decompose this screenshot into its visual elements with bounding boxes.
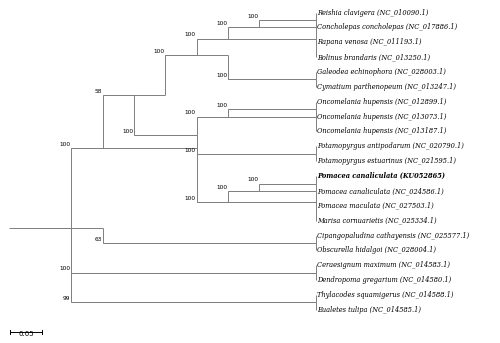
Text: 100: 100 bbox=[184, 196, 196, 201]
Text: Concholepas concholepas (NC_017886.1): Concholepas concholepas (NC_017886.1) bbox=[316, 23, 457, 32]
Text: 100: 100 bbox=[216, 73, 227, 78]
Text: Eualetes tulipa (NC_014585.1): Eualetes tulipa (NC_014585.1) bbox=[316, 306, 420, 314]
Text: Reishia clavigera (NC_010090.1): Reishia clavigera (NC_010090.1) bbox=[316, 9, 428, 16]
Text: 100: 100 bbox=[216, 103, 227, 108]
Text: 100: 100 bbox=[184, 110, 196, 116]
Text: 100: 100 bbox=[184, 147, 196, 153]
Text: 100: 100 bbox=[60, 142, 70, 147]
Text: 58: 58 bbox=[94, 89, 102, 94]
Text: Ceraesignum maximum (NC_014583.1): Ceraesignum maximum (NC_014583.1) bbox=[316, 261, 450, 269]
Text: 99: 99 bbox=[63, 296, 70, 301]
Text: Potamopyrgus estuarinus (NC_021595.1): Potamopyrgus estuarinus (NC_021595.1) bbox=[316, 157, 456, 165]
Text: Dendropoma gregarium (NC_014580.1): Dendropoma gregarium (NC_014580.1) bbox=[316, 276, 451, 284]
Text: 63: 63 bbox=[94, 237, 102, 242]
Text: 100: 100 bbox=[248, 177, 258, 182]
Text: 100: 100 bbox=[154, 49, 164, 54]
Text: 100: 100 bbox=[184, 32, 196, 37]
Text: Oncomelania hupensis (NC_012899.1): Oncomelania hupensis (NC_012899.1) bbox=[316, 98, 446, 106]
Text: Marisa cornuarietis (NC_025334.1): Marisa cornuarietis (NC_025334.1) bbox=[316, 217, 436, 225]
Text: 100: 100 bbox=[216, 185, 227, 190]
Text: Cipangopaludina cathayensis (NC_025577.1): Cipangopaludina cathayensis (NC_025577.1… bbox=[316, 232, 469, 239]
Text: 100: 100 bbox=[216, 21, 227, 26]
Text: Obscurella hidalgoi (NC_028004.1): Obscurella hidalgoi (NC_028004.1) bbox=[316, 246, 436, 255]
Text: 100: 100 bbox=[248, 14, 258, 19]
Text: Cymatium parthenopeum (NC_013247.1): Cymatium parthenopeum (NC_013247.1) bbox=[316, 83, 456, 91]
Text: Oncomelania hupensis (NC_013073.1): Oncomelania hupensis (NC_013073.1) bbox=[316, 113, 446, 121]
Text: Bolinus brandaris (NC_013250.1): Bolinus brandaris (NC_013250.1) bbox=[316, 53, 430, 61]
Text: Galeodea echinophora (NC_028003.1): Galeodea echinophora (NC_028003.1) bbox=[316, 68, 446, 76]
Text: Pomacea canaliculata (KU052865): Pomacea canaliculata (KU052865) bbox=[316, 172, 444, 180]
Text: Pomacea maculata (NC_027503.1): Pomacea maculata (NC_027503.1) bbox=[316, 202, 434, 210]
Text: Pomacea canaliculata (NC_024586.1): Pomacea canaliculata (NC_024586.1) bbox=[316, 187, 444, 195]
Text: 0.05: 0.05 bbox=[18, 331, 34, 336]
Text: Oncomelania hupensis (NC_013187.1): Oncomelania hupensis (NC_013187.1) bbox=[316, 128, 446, 135]
Text: 100: 100 bbox=[122, 129, 133, 134]
Text: Thylacodes squamigerus (NC_014588.1): Thylacodes squamigerus (NC_014588.1) bbox=[316, 291, 453, 299]
Text: 100: 100 bbox=[60, 267, 70, 272]
Text: Rapana venosa (NC_011193.1): Rapana venosa (NC_011193.1) bbox=[316, 38, 421, 46]
Text: Potamopyrgus antipodarum (NC_020790.1): Potamopyrgus antipodarum (NC_020790.1) bbox=[316, 142, 464, 150]
